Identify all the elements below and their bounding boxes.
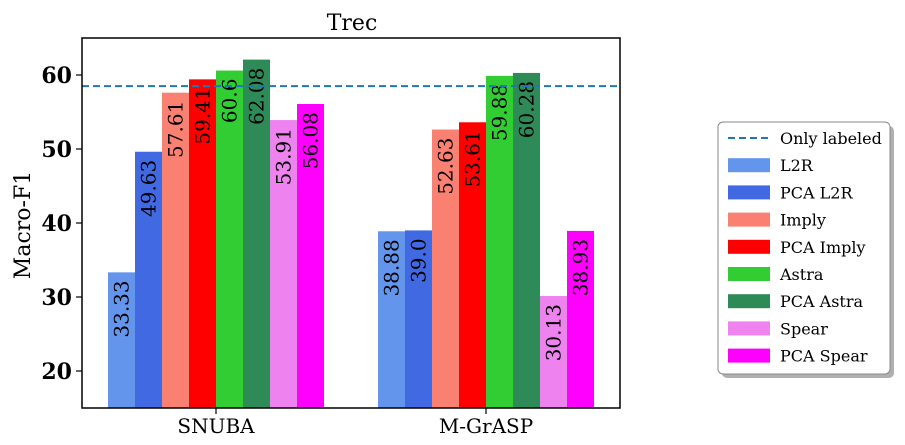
- bar-m-grasp-pca-imply: [459, 122, 486, 408]
- legend-label-pca-spear: PCA Spear: [780, 347, 868, 366]
- legend-swatch-pca-spear: [728, 348, 770, 363]
- bar-snuba-pca-spear: [297, 104, 324, 409]
- bars-layer: [108, 59, 594, 409]
- bar-value-label: 59.41: [191, 87, 215, 144]
- y-axis-title: Macro-F1: [11, 171, 36, 279]
- bar-m-grasp-imply: [432, 129, 459, 408]
- legend: Only labeled L2R PCA L2R Imply PCA Imply Astr…: [717, 121, 894, 378]
- bar-snuba-pca-l2r: [135, 151, 162, 408]
- bar-value-label: 33.33: [110, 280, 134, 337]
- legend-swatch-pca-imply: [728, 239, 770, 254]
- legend-label-imply: Imply: [780, 211, 826, 230]
- chart-title: Trec: [327, 11, 378, 36]
- legend-swatch-pca-l2r: [728, 185, 770, 200]
- legend-label-reference-line: Only labeled: [780, 129, 882, 148]
- bar-value-label: 53.91: [272, 128, 296, 185]
- bar-value-label: 39.0: [407, 238, 431, 283]
- legend-swatch-pca-astra: [728, 294, 770, 309]
- legend-label-spear: Spear: [780, 319, 828, 338]
- legend-swatch-astra: [728, 267, 770, 281]
- bar-value-label: 38.93: [569, 239, 593, 296]
- bar-m-grasp-pca-l2r: [405, 230, 432, 408]
- bar-value-label: 53.61: [461, 130, 485, 187]
- bar-m-grasp-pca-astra: [513, 72, 540, 408]
- legend-label-pca-imply: PCA Imply: [780, 238, 866, 257]
- legend-label-astra: Astra: [779, 265, 824, 284]
- bar-m-grasp-pca-spear: [567, 230, 594, 408]
- bar-value-label: 60.28: [515, 81, 539, 138]
- legend-label-pca-astra: PCA Astra: [780, 292, 863, 311]
- y-tick-label: 60: [41, 63, 72, 89]
- bar-m-grasp-l2r: [378, 231, 405, 408]
- x-tick-label: SNUBA: [177, 414, 255, 438]
- bar-m-grasp-spear: [540, 296, 567, 408]
- legend-swatch-l2r: [728, 158, 770, 173]
- bar-value-label: 30.13: [542, 304, 566, 361]
- bar-value-label: 52.63: [434, 138, 458, 195]
- y-tick-label: 20: [41, 359, 72, 385]
- legend-swatch-spear: [728, 321, 770, 336]
- legend-label-l2r: L2R: [780, 156, 814, 175]
- bar-value-label: 62.08: [245, 68, 269, 125]
- x-axis: SNUBA M-GrASP: [177, 408, 533, 438]
- legend-label-pca-l2r: PCA L2R: [780, 183, 853, 202]
- bar-value-label: 59.88: [488, 84, 512, 141]
- y-tick-label: 50: [41, 137, 72, 163]
- bar-snuba-spear: [270, 120, 297, 408]
- bar-value-label: 38.88: [380, 239, 404, 296]
- y-axis: 20 30 40 50 60: [41, 63, 82, 385]
- bar-m-grasp-astra: [486, 75, 513, 408]
- legend-box: [717, 121, 891, 375]
- bar-snuba-astra: [216, 70, 243, 408]
- bar-snuba-imply: [162, 92, 189, 408]
- y-tick-label: 40: [41, 211, 72, 237]
- x-tick-label: M-GrASP: [439, 414, 533, 438]
- y-tick-label: 30: [41, 285, 72, 311]
- bar-snuba-l2r: [108, 272, 135, 408]
- bar-value-label: 56.08: [299, 112, 323, 169]
- legend-swatch-imply: [728, 212, 770, 227]
- bar-value-label: 57.61: [164, 101, 188, 158]
- bar-snuba-pca-astra: [243, 59, 270, 408]
- bar-value-label: 49.63: [137, 160, 161, 217]
- bar-snuba-pca-imply: [189, 79, 216, 408]
